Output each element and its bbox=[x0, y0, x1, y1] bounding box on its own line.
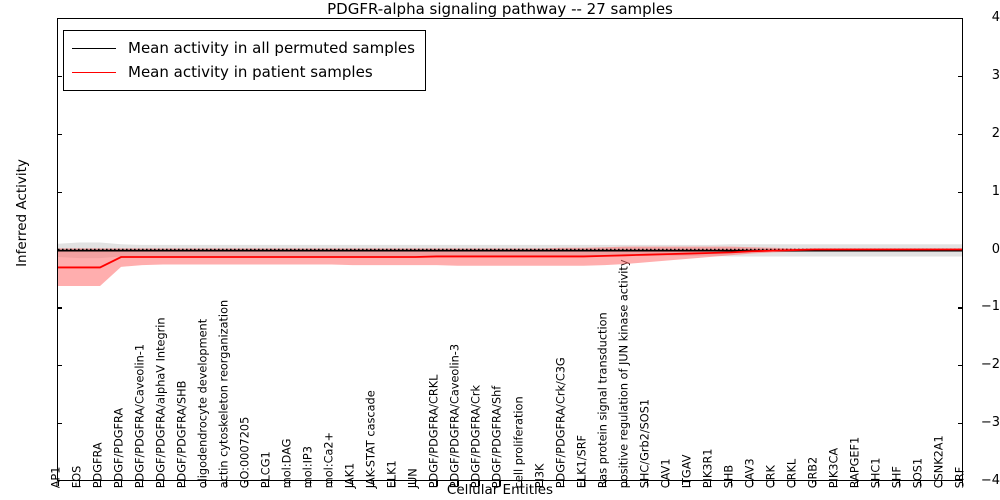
x-tick-mark bbox=[247, 481, 249, 486]
y-tick-mark bbox=[958, 307, 963, 309]
x-tick-mark bbox=[772, 481, 774, 486]
x-tick-mark bbox=[457, 481, 459, 486]
x-tick-mark bbox=[499, 481, 501, 486]
y-tick-mark bbox=[958, 191, 963, 193]
mean-lines bbox=[58, 248, 962, 269]
y-tick-label: 2 bbox=[991, 125, 1000, 141]
x-tick-mark bbox=[898, 481, 901, 486]
y-tick-label: 1 bbox=[991, 183, 1000, 199]
x-tick-mark bbox=[100, 481, 102, 486]
x-tick-mark bbox=[793, 481, 795, 486]
x-tick-mark bbox=[205, 481, 207, 486]
legend-item: Mean activity in patient samples bbox=[72, 60, 415, 84]
x-tick-mark bbox=[583, 481, 585, 486]
x-tick-mark bbox=[709, 481, 711, 486]
chart-title: PDGFR-alpha signaling pathway -- 27 samp… bbox=[327, 0, 673, 18]
x-tick-mark bbox=[268, 481, 270, 486]
y-tick-label: −1 bbox=[980, 299, 1000, 315]
y-tick-mark bbox=[958, 423, 963, 425]
legend-swatch-permuted bbox=[72, 47, 116, 49]
x-tick-mark bbox=[184, 481, 186, 486]
y-tick-mark bbox=[958, 365, 963, 367]
x-tick-mark bbox=[730, 481, 732, 486]
x-tick-mark bbox=[478, 481, 480, 486]
x-tick-mark bbox=[877, 481, 879, 486]
x-tick-mark bbox=[121, 481, 123, 486]
y-tick-label: −3 bbox=[980, 415, 1000, 431]
mean-line bbox=[58, 248, 962, 269]
y-tick-label: −4 bbox=[980, 473, 1000, 488]
y-axis-label: Inferred Activity bbox=[14, 159, 30, 267]
x-tick-mark bbox=[373, 481, 375, 486]
x-tick-mark bbox=[142, 481, 144, 486]
x-tick-mark bbox=[394, 481, 396, 486]
x-tick-mark bbox=[835, 481, 837, 486]
x-tick-mark bbox=[751, 481, 753, 486]
y-tick-label: 4 bbox=[991, 10, 1000, 25]
x-tick-mark bbox=[625, 481, 627, 486]
x-tick-mark bbox=[289, 481, 291, 486]
y-tick-mark bbox=[57, 191, 62, 193]
y-tick-mark bbox=[57, 307, 62, 309]
y-tick-mark bbox=[57, 75, 62, 78]
x-tick-mark bbox=[79, 481, 81, 486]
y-tick-label: 0 bbox=[991, 241, 1000, 257]
x-tick-mark bbox=[58, 481, 60, 486]
x-tick-mark bbox=[667, 481, 669, 486]
y-tick-label: −2 bbox=[980, 357, 1000, 373]
x-tick-mark bbox=[919, 481, 922, 486]
y-tick-mark bbox=[958, 75, 963, 78]
x-tick-mark bbox=[646, 481, 648, 486]
legend-label-permuted: Mean activity in all permuted samples bbox=[128, 38, 415, 57]
x-tick-mark bbox=[940, 481, 943, 486]
x-tick-mark bbox=[331, 481, 333, 486]
legend-swatch-patient bbox=[72, 71, 116, 73]
x-tick-mark bbox=[436, 481, 438, 486]
x-tick-mark bbox=[163, 481, 165, 486]
x-tick-mark bbox=[541, 481, 543, 486]
x-tick-mark bbox=[352, 481, 354, 486]
x-tick-mark bbox=[310, 481, 312, 486]
x-tick-mark bbox=[962, 481, 964, 486]
x-tick-mark bbox=[856, 481, 858, 486]
x-tick-mark bbox=[604, 481, 606, 486]
x-tick-mark bbox=[562, 481, 564, 486]
x-tick-mark bbox=[415, 481, 417, 486]
legend-item: Mean activity in all permuted samples bbox=[72, 36, 415, 60]
y-tick-mark bbox=[958, 133, 963, 135]
chart-legend: Mean activity in all permuted samples Me… bbox=[63, 30, 426, 91]
legend-label-patient: Mean activity in patient samples bbox=[128, 62, 373, 81]
axes-frame bbox=[57, 18, 963, 481]
y-tick-mark bbox=[57, 423, 62, 425]
x-tick-mark bbox=[814, 481, 816, 486]
plot-area bbox=[58, 242, 962, 286]
x-tick-mark bbox=[226, 481, 228, 486]
x-tick-mark bbox=[688, 481, 690, 486]
y-tick-mark bbox=[57, 365, 62, 367]
x-axis-label: Cellular Entities bbox=[446, 482, 554, 498]
x-tick-mark bbox=[520, 481, 522, 486]
y-tick-label: 3 bbox=[991, 67, 1000, 83]
y-tick-mark bbox=[57, 133, 62, 135]
